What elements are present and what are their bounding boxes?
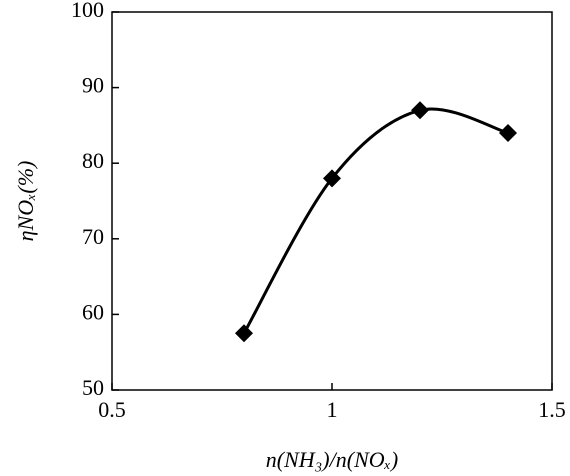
marker (323, 169, 341, 188)
y-axis-label: ηNOₓ(%) (13, 161, 38, 242)
x-tick-label: 1 (327, 397, 338, 422)
y-tick-label: 100 (71, 0, 104, 22)
x-tick-label: 1.5 (538, 397, 566, 422)
plot-frame (111, 11, 553, 391)
y-tick-label: 50 (82, 375, 104, 400)
y-tick-label: 70 (82, 224, 104, 249)
x-axis-label: n(NH₃)/n(NOₓ) (266, 447, 398, 472)
marker (499, 123, 517, 142)
marker (411, 101, 429, 120)
curve (242, 107, 509, 335)
y-tick-label: 90 (82, 73, 104, 98)
marker (235, 324, 253, 343)
y-tick-label: 60 (82, 299, 104, 324)
y-tick-label: 80 (82, 148, 104, 173)
x-tick-label: 0.5 (98, 397, 126, 422)
